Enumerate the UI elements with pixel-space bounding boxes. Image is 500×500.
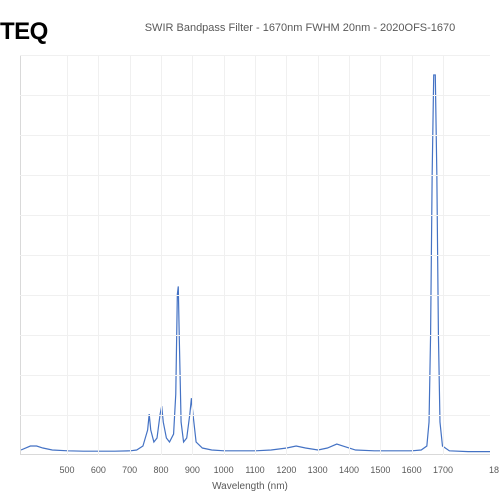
x-tick-label: 700 [122,465,137,475]
x-tick-label: 1400 [339,465,359,475]
x-tick-label: 1500 [370,465,390,475]
chart-title: SWIR Bandpass Filter - 1670nm FWHM 20nm … [105,22,495,34]
x-axis-label: Wavelength (nm) [0,481,500,492]
x-tick-label: 900 [185,465,200,475]
x-tick-label: 600 [91,465,106,475]
gridline-horizontal [20,335,490,336]
x-tick-label: 18 [489,465,499,475]
x-tick-label: 1100 [245,465,264,475]
x-tick-label: 800 [153,465,168,475]
gridline-horizontal [20,255,490,256]
gridline-horizontal [20,415,490,416]
gridline-horizontal [20,135,490,136]
brand-logo: TEQ [0,18,48,46]
x-tick-label: 1700 [433,465,453,475]
x-tick-label: 1600 [402,465,422,475]
x-tick-label: 1300 [308,465,328,475]
gridline-horizontal [20,295,490,296]
gridline-horizontal [20,175,490,176]
x-tick-label: 1200 [276,465,296,475]
x-tick-label: 1000 [214,465,234,475]
gridline-horizontal [20,95,490,96]
gridline-horizontal [20,375,490,376]
gridline-horizontal [20,215,490,216]
gridline-horizontal [20,55,490,56]
x-tick-label: 500 [59,465,74,475]
